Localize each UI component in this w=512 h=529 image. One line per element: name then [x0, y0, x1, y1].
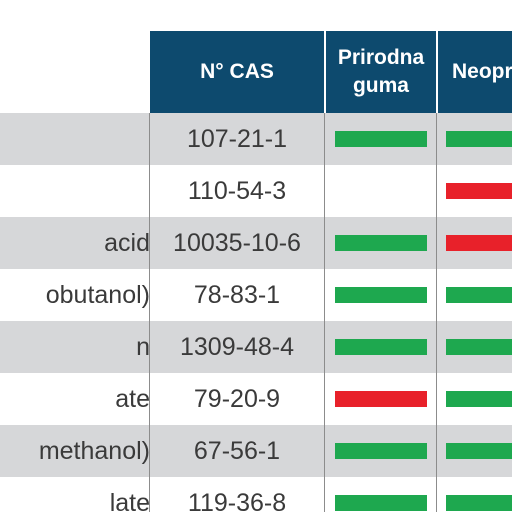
natural-rubber-rating-bar-bad: [335, 391, 427, 407]
neoprene-rating-bar-good: [446, 443, 512, 459]
header-neoprene: Neopre: [438, 31, 512, 113]
neoprene-rating-bar-bad: [446, 235, 512, 251]
column-divider: [436, 113, 437, 512]
table-row: acid 10035-10-6: [0, 217, 512, 269]
chemical-name-cell: acid: [104, 229, 150, 257]
chemical-name-cell: late: [109, 489, 150, 517]
chemical-name-cell: ate: [115, 385, 150, 413]
cas-number-cell: 78-83-1: [193, 281, 281, 309]
table-row: obutanol) 78-83-1: [0, 269, 512, 321]
natural-rubber-rating-bar-good: [335, 287, 427, 303]
header-natural-rubber-line2: guma: [352, 74, 409, 97]
cas-number-cell: 119-36-8: [187, 489, 287, 517]
cas-number-cell: 79-20-9: [193, 385, 281, 413]
chemical-resistance-table: N° CAS Prirodna guma Neopre 107-21-1 110-…: [0, 0, 512, 517]
table-row: 107-21-1: [0, 113, 512, 165]
chemical-name-cell: methanol): [38, 437, 150, 465]
header-blank-cell: [0, 0, 150, 113]
header-natural-rubber-line1: Prirodna: [337, 45, 425, 69]
header-separator: [324, 31, 326, 113]
chemical-name-cell: n: [136, 333, 150, 361]
natural-rubber-rating-bar-good: [335, 235, 427, 251]
natural-rubber-rating-bar-good: [335, 131, 427, 147]
table-row: methanol) 67-56-1: [0, 425, 512, 477]
header-separator: [436, 31, 438, 113]
cas-number-cell: 110-54-3: [187, 177, 287, 205]
neoprene-rating-bar-good: [446, 287, 512, 303]
header-natural-rubber: Prirodna guma: [326, 31, 436, 113]
neoprene-rating-bar-good: [446, 495, 512, 511]
cas-number-cell: 1309-48-4: [180, 333, 294, 361]
cas-number-cell: 67-56-1: [193, 437, 281, 465]
table-row: n 1309-48-4: [0, 321, 512, 373]
table-row: 110-54-3: [0, 165, 512, 217]
column-divider: [149, 113, 150, 512]
chemical-name-cell: obutanol): [45, 281, 150, 309]
column-divider: [324, 113, 325, 512]
header-neoprene-label: Neopre: [452, 59, 512, 83]
cas-number-cell: 10035-10-6: [173, 229, 301, 257]
cas-number-cell: 107-21-1: [186, 125, 288, 153]
neoprene-rating-bar-good: [446, 391, 512, 407]
neoprene-rating-bar-good: [446, 339, 512, 355]
natural-rubber-rating-bar-good: [335, 339, 427, 355]
header-cas-number: N° CAS: [150, 31, 324, 113]
natural-rubber-rating-bar-good: [335, 495, 427, 511]
header-cas-label: N° CAS: [200, 59, 274, 83]
table-row: ate 79-20-9: [0, 373, 512, 425]
neoprene-rating-bar-bad: [446, 183, 512, 199]
natural-rubber-rating-bar-good: [335, 443, 427, 459]
neoprene-rating-bar-good: [446, 131, 512, 147]
